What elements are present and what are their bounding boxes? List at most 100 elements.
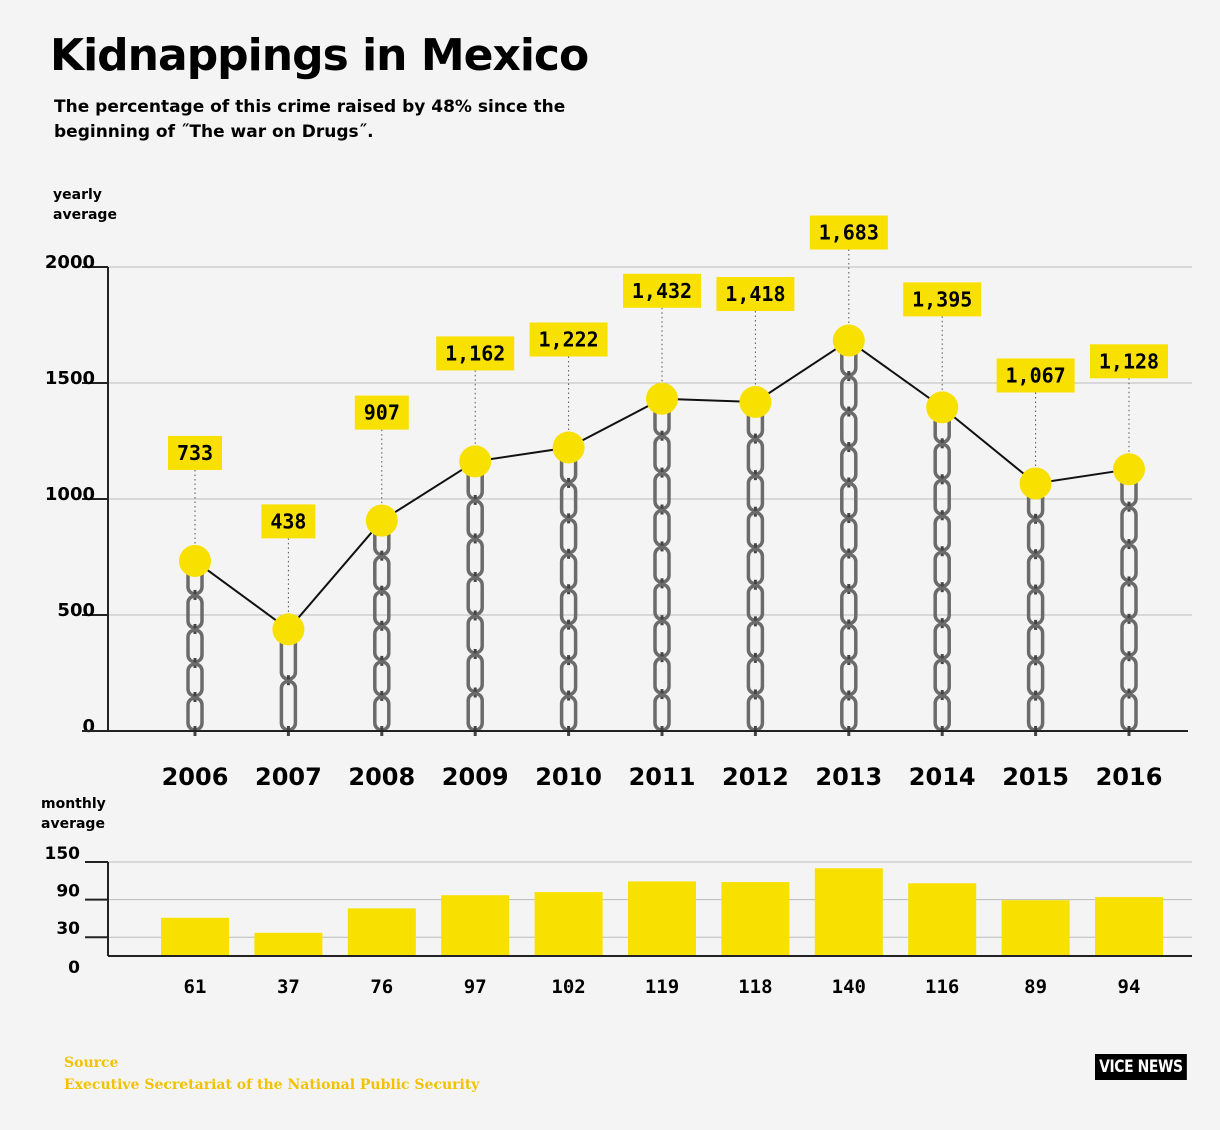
chain-link — [559, 553, 578, 590]
chain-link — [466, 537, 484, 578]
chain-link — [1120, 655, 1138, 695]
y-axis-label: average — [53, 207, 117, 223]
chain-link — [559, 517, 578, 555]
bar — [628, 881, 696, 956]
y-tick-label: 2000 — [45, 252, 95, 273]
data-point — [459, 445, 492, 478]
data-point — [179, 544, 211, 577]
bar-value-label: 97 — [464, 976, 487, 998]
chain-link — [653, 619, 671, 658]
data-label: 1,395 — [912, 287, 972, 311]
chain-link — [933, 658, 951, 696]
bar-value-label: 116 — [925, 976, 959, 998]
chain-link — [466, 576, 484, 617]
data-label: 1,128 — [1099, 349, 1159, 373]
chain-link — [186, 696, 204, 732]
chain-link — [933, 550, 951, 588]
data-label-box — [623, 273, 701, 308]
bar — [441, 895, 510, 956]
chain-link — [466, 691, 484, 732]
data-point — [739, 386, 772, 419]
source-text: Executive Secretariat of the National Pu… — [64, 1077, 480, 1093]
chain-link — [746, 510, 765, 549]
y-tick-label: 90 — [56, 882, 80, 902]
data-label-box — [354, 395, 409, 430]
chain-link — [840, 623, 858, 661]
data-point — [1019, 467, 1052, 500]
bar-value-label: 118 — [738, 976, 772, 998]
chain-link — [1120, 580, 1138, 620]
chain-link — [373, 695, 391, 732]
data-label: 438 — [270, 509, 306, 533]
data-point — [926, 391, 959, 424]
chain-link — [746, 437, 765, 476]
chain-link — [933, 514, 951, 552]
chain-link — [373, 625, 391, 662]
chain-link — [840, 588, 858, 626]
x-tick-label: 2012 — [722, 763, 789, 791]
data-label: 1,683 — [819, 221, 879, 245]
chain-link — [1026, 624, 1045, 662]
y-axis-label: yearly — [53, 187, 102, 203]
data-label: 1,222 — [538, 327, 598, 351]
data-label-box — [716, 277, 795, 312]
chain-link — [840, 517, 858, 555]
chain-link — [746, 620, 765, 659]
chain-link — [466, 614, 484, 655]
chain-link — [933, 622, 951, 660]
x-tick-label: 2015 — [1002, 763, 1069, 791]
chain-link — [1120, 618, 1138, 657]
bar-value-label: 37 — [277, 976, 300, 998]
chain-link — [746, 657, 765, 696]
y-tick-label: 1500 — [45, 368, 95, 389]
data-label-box — [809, 215, 888, 250]
x-tick-label: 2014 — [909, 763, 976, 791]
data-point — [1113, 453, 1145, 486]
chain-link — [653, 508, 671, 548]
x-tick-label: 2007 — [255, 763, 322, 791]
chain-link — [466, 653, 484, 694]
chain-link — [840, 446, 858, 484]
data-point — [646, 382, 678, 415]
chain-link — [933, 694, 951, 732]
chain-link — [373, 554, 391, 592]
chain-link — [1026, 518, 1045, 555]
x-tick-label: 2016 — [1096, 763, 1163, 791]
data-label: 733 — [177, 441, 213, 465]
y-tick-label: 500 — [57, 600, 95, 621]
data-label-box — [996, 358, 1075, 393]
data-label: 1,162 — [445, 341, 505, 365]
data-label: 1,418 — [725, 282, 785, 306]
chain-link — [466, 499, 484, 540]
chain-link — [840, 659, 858, 697]
chain-link — [746, 693, 765, 732]
data-label-box — [903, 282, 982, 317]
bar-value-label: 140 — [832, 976, 866, 998]
chain-link — [186, 628, 204, 664]
x-tick-label: 2010 — [535, 763, 602, 791]
data-point — [832, 324, 865, 357]
chain-link — [653, 693, 671, 732]
x-tick-label: 2008 — [348, 763, 415, 791]
chain-link — [653, 656, 671, 695]
chain-link — [1026, 553, 1045, 591]
bar — [721, 882, 790, 956]
y-axis-label: average — [41, 816, 105, 832]
chain-link — [279, 679, 298, 732]
source-label: Source — [64, 1055, 119, 1071]
bar-value-label: 94 — [1118, 976, 1141, 998]
chain-link — [1120, 543, 1138, 583]
bar — [161, 917, 229, 956]
bar-value-label: 119 — [645, 976, 679, 998]
data-label: 907 — [364, 401, 400, 425]
data-label-box — [168, 435, 222, 470]
chain-link — [559, 694, 578, 732]
chain-link — [840, 410, 858, 448]
bar — [908, 883, 977, 956]
chain-link — [933, 586, 951, 624]
data-label: 1,067 — [1005, 363, 1065, 387]
chain-link — [559, 482, 578, 520]
chain-link — [933, 478, 951, 516]
chain-link — [746, 474, 765, 513]
